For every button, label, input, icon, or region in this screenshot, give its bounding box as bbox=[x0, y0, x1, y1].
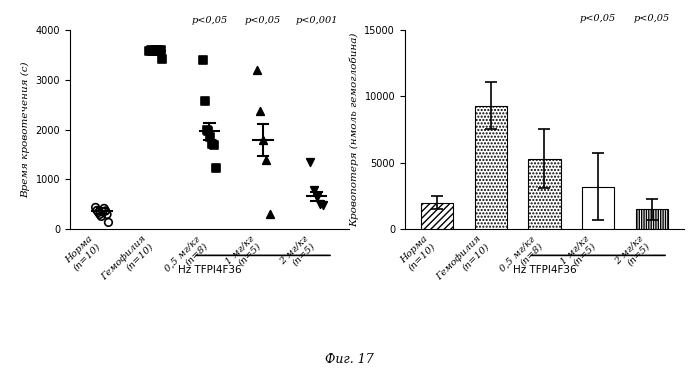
Point bbox=[314, 201, 325, 207]
Point bbox=[258, 137, 269, 143]
Point bbox=[198, 57, 209, 63]
Point bbox=[203, 128, 214, 134]
Point bbox=[144, 48, 155, 54]
Point bbox=[91, 208, 103, 213]
Text: p<0,05: p<0,05 bbox=[580, 14, 616, 23]
Point bbox=[210, 165, 221, 171]
Point bbox=[151, 47, 162, 53]
Point bbox=[103, 219, 114, 225]
Point bbox=[261, 158, 272, 164]
Point bbox=[311, 195, 322, 201]
Point bbox=[209, 142, 220, 148]
Text: Hz TFPI4F36: Hz TFPI4F36 bbox=[177, 265, 242, 275]
Point bbox=[101, 211, 112, 217]
Point bbox=[156, 56, 168, 62]
Point bbox=[305, 159, 316, 165]
Point bbox=[145, 47, 156, 53]
Point bbox=[148, 48, 159, 54]
Bar bbox=[421, 203, 453, 229]
Point bbox=[93, 209, 104, 215]
Y-axis label: Кровопотеря (нмоль гемоглобина): Кровопотеря (нмоль гемоглобина) bbox=[349, 32, 359, 227]
Bar bbox=[528, 159, 560, 229]
Point bbox=[254, 108, 265, 114]
Point bbox=[90, 205, 101, 211]
Y-axis label: Время кровотечения (с): Время кровотечения (с) bbox=[21, 61, 30, 198]
Point bbox=[97, 209, 108, 215]
Text: Hz TFPI4F36: Hz TFPI4F36 bbox=[512, 265, 577, 275]
Text: p<0,001: p<0,001 bbox=[295, 16, 338, 24]
Point bbox=[154, 48, 165, 54]
Point bbox=[100, 208, 111, 214]
Point bbox=[199, 98, 210, 104]
Point bbox=[149, 47, 161, 53]
Bar bbox=[636, 209, 668, 229]
Text: p<0,05: p<0,05 bbox=[191, 16, 228, 24]
Point bbox=[264, 211, 275, 217]
Point bbox=[251, 67, 262, 73]
Point bbox=[152, 47, 163, 53]
Text: Фиг. 17: Фиг. 17 bbox=[325, 353, 373, 366]
Point bbox=[201, 127, 212, 132]
Point bbox=[155, 47, 166, 53]
Text: p<0,05: p<0,05 bbox=[245, 16, 281, 24]
Point bbox=[94, 211, 105, 217]
Point bbox=[308, 187, 319, 193]
Text: p<0,05: p<0,05 bbox=[634, 14, 670, 23]
Bar bbox=[582, 187, 614, 229]
Point bbox=[98, 205, 110, 211]
Point bbox=[96, 213, 107, 219]
Point bbox=[147, 48, 158, 54]
Point bbox=[207, 141, 218, 147]
Bar bbox=[475, 105, 507, 229]
Point bbox=[205, 134, 216, 140]
Point bbox=[318, 202, 329, 208]
